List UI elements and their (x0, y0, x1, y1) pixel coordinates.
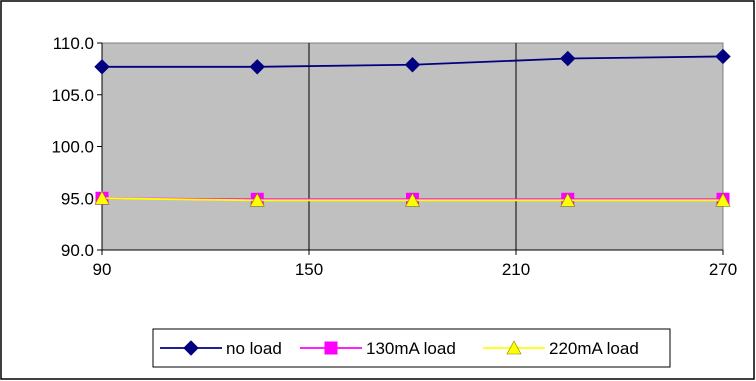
series-no-load (94, 48, 731, 75)
data-point (94, 190, 110, 205)
grid-layer (308, 43, 517, 250)
legend-item: 220mA load (483, 339, 639, 358)
data-point (715, 192, 731, 207)
plot-area (101, 42, 724, 251)
legend-label: 220mA load (549, 339, 639, 358)
y-tick-label: 105.0 (51, 86, 94, 105)
data-point (404, 192, 421, 207)
series-layer (94, 48, 731, 207)
y-tick-label: 90.0 (61, 241, 94, 260)
data-point (94, 59, 110, 75)
data-point (404, 57, 421, 73)
x-tick-label: 270 (709, 260, 737, 279)
legend-label: no load (226, 339, 282, 358)
legend: no load 130mA load 220mA load (152, 328, 671, 368)
data-point (249, 192, 265, 207)
data-point (715, 48, 731, 65)
x-tick-label: 90 (93, 260, 112, 279)
y-tick-label: 100.0 (51, 138, 94, 157)
series-220ma-load (94, 190, 731, 207)
y-tick-label: 110.0 (53, 34, 94, 53)
y-tick-label: 95.0 (61, 189, 94, 208)
legend-marker (506, 340, 522, 355)
data-point (560, 50, 576, 67)
legend-marker (183, 340, 199, 356)
legend-label: 130mA load (366, 339, 456, 358)
legend-item: no load (160, 339, 282, 358)
legend-marker (324, 341, 338, 355)
axis-layer: 90 150 210 270 110.0 105.0 100.0 95.0 90.0 (51, 34, 737, 279)
data-point (560, 192, 576, 207)
data-point (249, 59, 265, 75)
x-tick-label: 210 (502, 260, 530, 279)
legend-item: 130mA load (300, 339, 456, 358)
x-tick-label: 150 (295, 260, 323, 279)
legend-box (152, 328, 671, 368)
